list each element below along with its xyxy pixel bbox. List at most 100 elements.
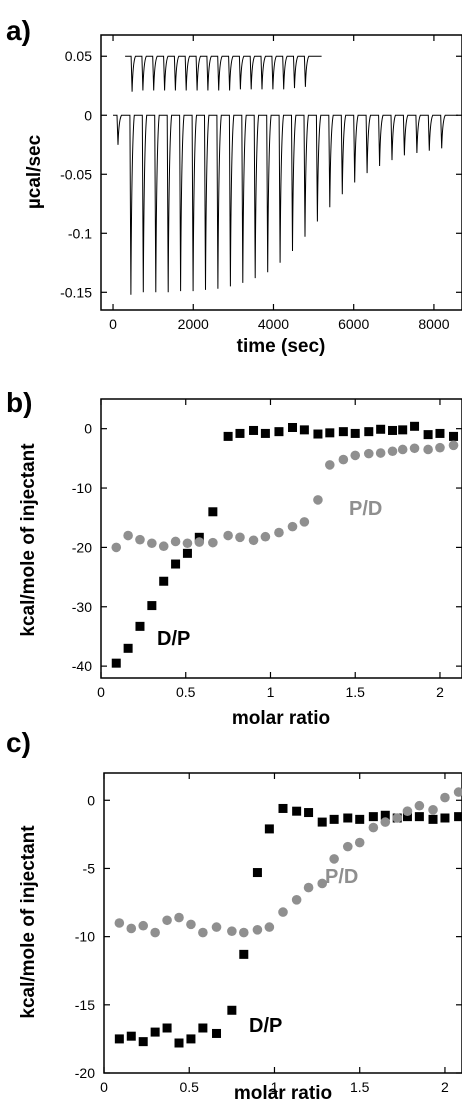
panel-b-xtick-label: 0 <box>97 684 105 700</box>
panel-b-label: b) <box>6 387 32 418</box>
panel-b-dp-point <box>423 430 433 440</box>
panel-c-pd-point <box>126 923 137 934</box>
panel-a-ytick-label: -0.1 <box>68 225 92 241</box>
panel-c-dp-point <box>252 868 262 878</box>
panel-c-pd-point <box>380 817 391 827</box>
panel-b-pd-point <box>397 444 408 455</box>
panel-b-dp-point <box>274 427 284 437</box>
panel-b-points <box>111 421 459 668</box>
panel-b-dp-label: D/P <box>157 628 190 650</box>
panel-b-dp-point <box>364 427 374 437</box>
panel-c-pd-point <box>162 915 172 926</box>
panel-c-pd-point <box>329 854 339 864</box>
panel-b-pd-point <box>147 538 157 549</box>
panel-b-axes: 0 0.5 1 1.5 2 0 -10 -20 -30 -40 <box>72 399 462 700</box>
panel-b-dp-point <box>398 425 408 435</box>
panel-b-ylabel: kcal/mole of injectant <box>18 443 39 637</box>
panel-c-dp-point <box>380 810 390 820</box>
panel-b-ytick-label: -30 <box>72 599 92 615</box>
panel-b-pd-point <box>111 542 122 553</box>
panel-b-dp-point <box>325 428 335 438</box>
panel-c-xlabel: molar ratio <box>234 1083 332 1104</box>
panel-c-xtick-label: 1.5 <box>350 1079 370 1095</box>
panel-c-dp-point <box>454 812 462 822</box>
panel-c-dp-point <box>138 1037 148 1047</box>
panel-c-dp-point <box>198 1023 208 1033</box>
panel-b: b) 0 0.5 1 1.5 2 0 -10 -20 -30 -40 D/P P/D molar … <box>6 387 462 729</box>
panel-c-axes: 0 0.5 1 1.5 2 0 -5 -10 -15 -20 <box>75 773 462 1095</box>
panel-b-pd-point <box>350 450 361 461</box>
panel-a-xtick-label: 6000 <box>338 316 369 332</box>
panel-b-dp-point <box>338 427 348 437</box>
panel-b-dp-point <box>410 421 420 431</box>
panel-c-dp-point <box>368 812 378 822</box>
panel-b-pd-point <box>135 534 145 545</box>
panel-b-pd-point <box>235 532 245 543</box>
panel-b-pd-point <box>287 521 298 532</box>
panel-c-dp-point <box>440 813 450 823</box>
panel-c-pd-point <box>428 805 438 815</box>
panel-b-dp-point <box>249 425 259 435</box>
panel-b-pd-point <box>299 517 310 527</box>
panel-c-pd-point <box>238 927 249 938</box>
panel-c-ytick-label: -5 <box>83 860 96 876</box>
panel-b-dp-point <box>135 621 145 631</box>
panel-b-dp-point <box>123 643 133 653</box>
panel-b-ytick-label: -40 <box>72 658 92 674</box>
panel-c-dp-point <box>343 813 353 823</box>
panel-a-traces <box>113 55 458 295</box>
panel-b-pd-point <box>123 530 133 541</box>
panel-b-pd-point <box>423 444 433 455</box>
panel-a: a) 0 2000 4000 6000 80000.050-0.05-0.1-0.15 … <box>6 15 462 357</box>
panel-c-ylabel: kcal/mole of injectant <box>18 825 39 1019</box>
panel-b-xlabel: molar ratio <box>232 708 330 729</box>
panel-b-pd-point <box>223 530 233 541</box>
panel-c-ytick-label: -10 <box>75 929 95 945</box>
panel-c-dp-label: D/P <box>249 1015 282 1037</box>
panel-c-ytick-label: -15 <box>75 997 95 1013</box>
panel-b-pd-point <box>248 535 259 546</box>
panel-b-pd-point <box>387 446 398 457</box>
panel-b-dp-point <box>435 428 445 438</box>
panel-b-pd-point <box>158 541 169 552</box>
panel-b-dp-point <box>260 428 270 438</box>
panel-b-pd-point <box>448 440 459 451</box>
panel-c-pd-label: P/D <box>325 866 358 888</box>
panel-c-dp-point <box>329 814 339 824</box>
panel-a-ytick-label: -0.15 <box>60 284 92 300</box>
panel-c-pd-point <box>186 919 196 930</box>
panel-b-ytick-label: -20 <box>72 539 92 555</box>
panel-b-dp-point <box>288 422 298 432</box>
panel-c: c) 0 0.5 1 1.5 2 0 -5 -10 -15 -20 D/P P/D molar r… <box>6 727 462 1104</box>
panel-b-pd-point <box>274 527 284 538</box>
panel-c-dp-point <box>239 949 249 959</box>
panel-c-pd-point <box>303 882 314 893</box>
panel-c-frame <box>103 772 462 1074</box>
panel-b-dp-point <box>350 428 360 438</box>
panel-b-pd-point <box>182 538 193 549</box>
panel-c-dp-point <box>162 1023 172 1033</box>
panel-b-dp-point <box>171 559 181 569</box>
panel-b-pd-point <box>208 537 218 548</box>
panel-a-ytick-label: 0.05 <box>65 48 92 64</box>
panel-b-dp-point <box>313 429 323 439</box>
panel-c-pd-point <box>392 813 403 823</box>
panel-b-pd-point <box>194 537 205 547</box>
panel-c-pd-point <box>138 920 149 931</box>
panel-c-dp-point <box>150 1027 160 1037</box>
panel-b-dp-point <box>449 431 459 441</box>
panel-b-dp-point <box>147 601 157 611</box>
panel-c-pd-point <box>453 787 462 797</box>
panel-c-pd-point <box>150 927 160 938</box>
panel-c-pd-point <box>174 912 184 923</box>
panel-c-pd-point <box>278 907 288 917</box>
panel-b-pd-point <box>375 448 386 458</box>
panel-c-pd-point <box>264 922 275 932</box>
panel-c-pd-point <box>198 927 208 938</box>
panel-c-dp-point <box>264 824 274 834</box>
panel-b-dp-point <box>223 431 233 441</box>
panel-b-xtick-label: 2 <box>436 684 444 700</box>
panel-b-xtick-label: 0.5 <box>176 684 196 700</box>
panel-b-pd-point <box>338 454 349 465</box>
panel-c-dp-point <box>304 808 314 818</box>
